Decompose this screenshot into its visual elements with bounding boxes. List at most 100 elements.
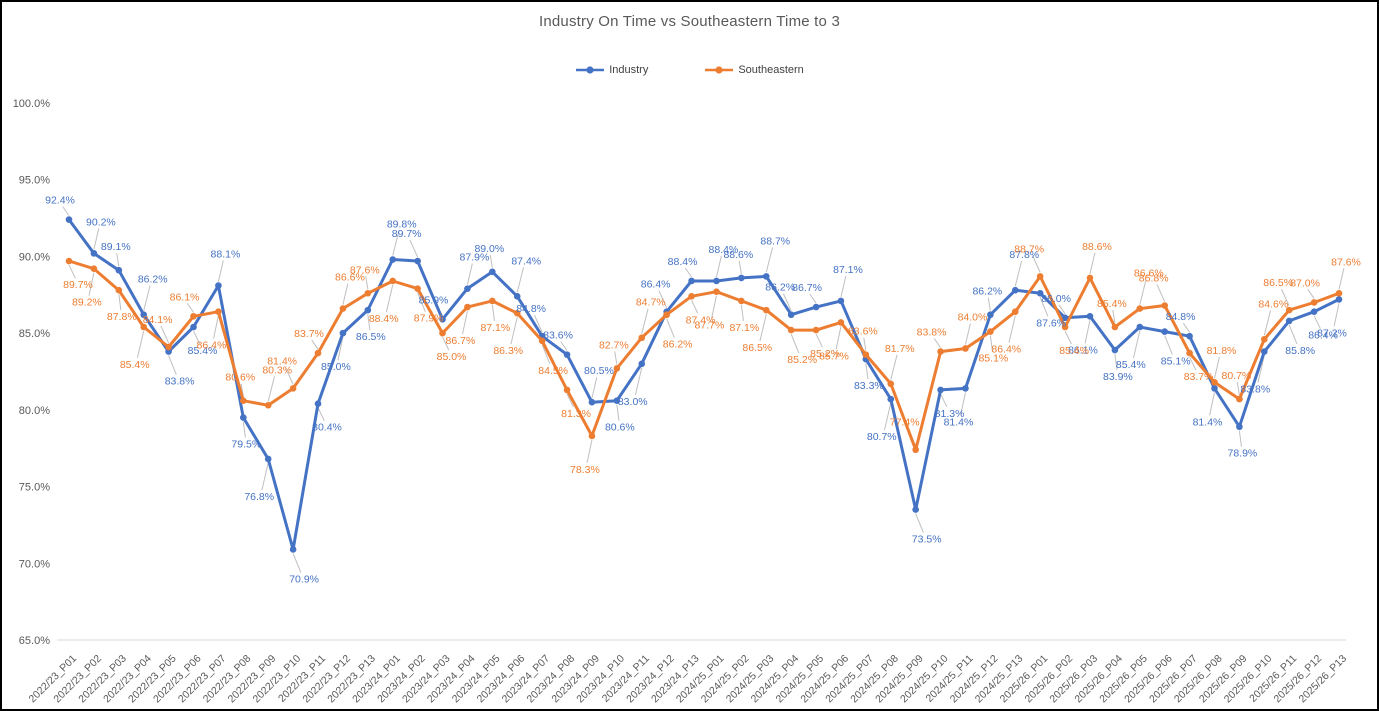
label-leader-line bbox=[417, 292, 426, 312]
industry-data-point bbox=[588, 398, 596, 406]
industry-data-label: 92.4% bbox=[45, 195, 75, 207]
southeastern-data-label: 86.4% bbox=[991, 344, 1021, 356]
southeastern-data-point bbox=[1211, 378, 1218, 386]
label-leader-line bbox=[684, 267, 692, 278]
industry-data-point bbox=[937, 386, 944, 394]
southeastern-data-label: 85.7% bbox=[819, 350, 849, 362]
label-leader-line bbox=[915, 513, 924, 533]
industry-data-point bbox=[713, 277, 720, 285]
label-leader-line bbox=[491, 304, 495, 321]
label-leader-line bbox=[1182, 322, 1190, 333]
industry-data-point bbox=[738, 274, 745, 282]
southeastern-data-point bbox=[1136, 305, 1144, 312]
industry-data-label: 86.1% bbox=[1068, 344, 1098, 356]
industry-data-point bbox=[513, 293, 521, 300]
industry-data-point bbox=[489, 268, 496, 276]
industry-data-point bbox=[364, 306, 372, 314]
southeastern-data-point bbox=[314, 349, 322, 357]
industry-data-point bbox=[264, 455, 272, 463]
industry-data-label: 84.8% bbox=[516, 303, 546, 315]
southeastern-data-point bbox=[538, 337, 546, 345]
label-leader-line bbox=[1189, 356, 1197, 371]
southeastern-data-point bbox=[1335, 289, 1343, 297]
label-leader-line bbox=[1313, 315, 1321, 329]
industry-data-label: 86.7% bbox=[792, 282, 822, 294]
label-leader-line bbox=[890, 354, 898, 380]
industry-data-label: 85.4% bbox=[1116, 359, 1146, 371]
industry-data-point bbox=[1260, 348, 1268, 355]
industry-data-point bbox=[314, 400, 322, 408]
southeastern-data-label: 86.1% bbox=[170, 291, 200, 303]
southeastern-data-point bbox=[1260, 335, 1268, 343]
southeastern-data-point bbox=[738, 297, 745, 305]
industry-data-point bbox=[1111, 346, 1119, 354]
legend-label-southeastern: Southeastern bbox=[738, 64, 804, 76]
series-lines bbox=[65, 216, 1343, 553]
industry-data-point bbox=[1036, 289, 1044, 297]
label-leader-line bbox=[409, 239, 419, 258]
label-leader-line bbox=[168, 355, 177, 375]
industry-data-point bbox=[613, 397, 621, 404]
label-leader-line bbox=[143, 285, 151, 311]
chart-legend: Industry Southeastern bbox=[2, 64, 1377, 76]
label-leader-line bbox=[1008, 315, 1016, 343]
southeastern-data-label: 86.4% bbox=[197, 340, 227, 352]
industry-data-point bbox=[1161, 328, 1168, 335]
industry-data-label: 87.8% bbox=[1009, 249, 1039, 261]
southeastern-data-point bbox=[165, 343, 172, 351]
label-leader-line bbox=[489, 254, 493, 268]
industry-data-label: 88.6% bbox=[723, 249, 753, 261]
label-leader-line bbox=[614, 351, 618, 365]
label-leader-line bbox=[160, 325, 170, 344]
southeastern-data-point bbox=[787, 326, 795, 334]
southeastern-data-point bbox=[190, 312, 197, 320]
industry-data-label: 81.3% bbox=[935, 408, 965, 420]
label-leader-line bbox=[658, 290, 668, 308]
southeastern-data-point bbox=[215, 308, 222, 315]
southeastern-data-label: 83.6% bbox=[848, 326, 878, 338]
industry-data-point bbox=[339, 329, 347, 337]
industry-data-point bbox=[812, 303, 820, 311]
label-leader-line bbox=[466, 263, 473, 285]
industry-data-point bbox=[1310, 308, 1318, 315]
label-leader-line bbox=[634, 367, 643, 395]
industry-data-point bbox=[1285, 317, 1293, 325]
label-leader-line bbox=[462, 310, 468, 335]
southeastern-data-label: 84.7% bbox=[636, 297, 666, 309]
southeastern-data-label: 87.8% bbox=[107, 311, 137, 323]
industry-data-label: 85.1% bbox=[1161, 356, 1191, 368]
label-leader-line bbox=[1058, 304, 1066, 315]
label-leader-line bbox=[217, 260, 224, 282]
label-leader-line bbox=[666, 318, 675, 338]
label-leader-line bbox=[835, 326, 842, 350]
southeastern-data-label: 87.6% bbox=[1331, 256, 1361, 268]
label-leader-line bbox=[392, 230, 400, 256]
southeastern-data-label: 85.1% bbox=[978, 353, 1008, 365]
southeastern-data-label: 87.0% bbox=[1290, 277, 1320, 289]
southeastern-data-point bbox=[688, 293, 695, 300]
southeastern-data-point bbox=[937, 348, 944, 355]
industry-data-point bbox=[837, 297, 845, 305]
southeastern-data-label: 87.1% bbox=[480, 322, 510, 334]
industry-data-label: 86.4% bbox=[1308, 330, 1338, 342]
southeastern-data-label: 86.2% bbox=[663, 339, 693, 351]
southeastern-data-label: 85.4% bbox=[1059, 345, 1089, 357]
label-leader-line bbox=[865, 363, 869, 380]
label-leader-line bbox=[1288, 324, 1298, 345]
label-leader-line bbox=[1032, 255, 1041, 273]
southeastern-data-point bbox=[862, 351, 870, 358]
industry-data-label: 86.2% bbox=[138, 274, 168, 286]
southeastern-data-label: 86.3% bbox=[493, 345, 523, 357]
label-leader-line bbox=[738, 260, 742, 274]
southeastern-data-label: 85.0% bbox=[437, 351, 467, 363]
southeastern-data-point bbox=[663, 311, 670, 319]
industry-data-point bbox=[439, 316, 446, 323]
label-leader-line bbox=[840, 275, 847, 298]
southeastern-data-label: 89.7% bbox=[63, 279, 93, 291]
industry-data-point bbox=[1236, 423, 1243, 431]
label-leader-line bbox=[641, 308, 649, 334]
southeastern-data-point bbox=[837, 319, 845, 326]
industry-data-label: 89.8% bbox=[387, 218, 417, 230]
industry-data-label: 88.7% bbox=[760, 235, 790, 247]
